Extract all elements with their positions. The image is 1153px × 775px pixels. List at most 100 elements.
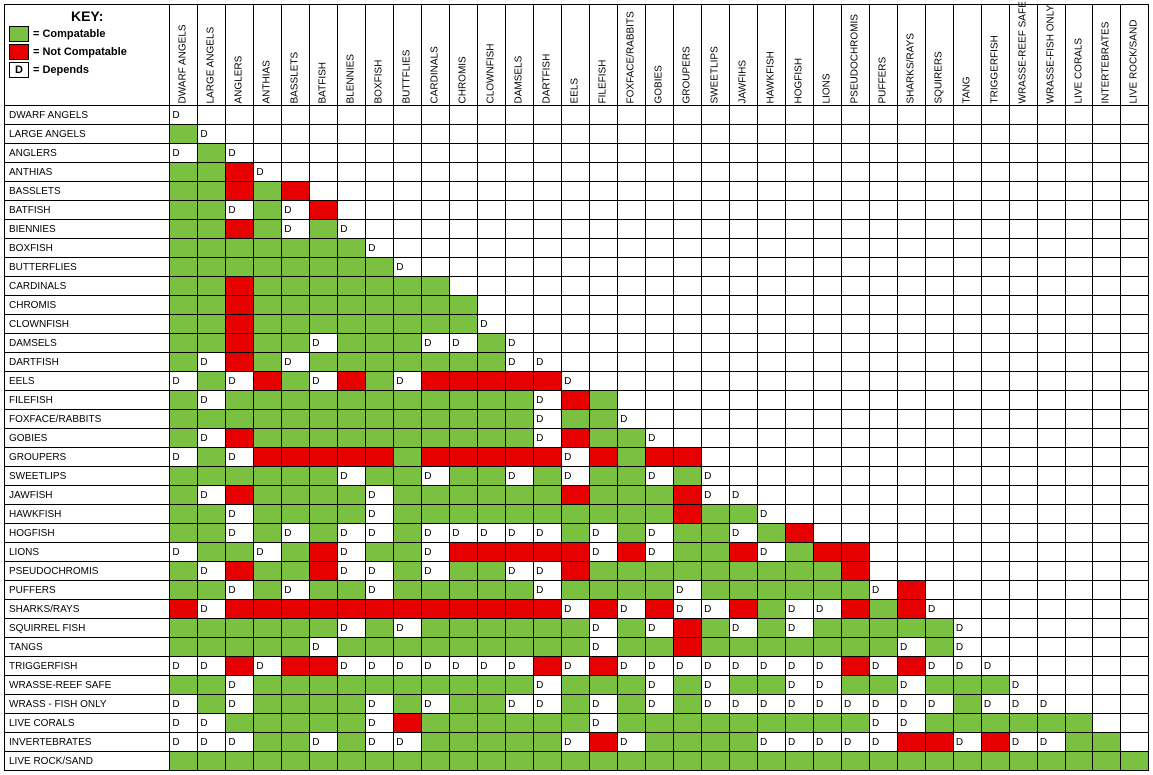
compat-cell	[310, 448, 338, 467]
compat-cell	[869, 258, 897, 277]
compat-cell	[925, 182, 953, 201]
compat-cell	[254, 448, 282, 467]
compat-cell	[618, 144, 646, 163]
compat-cell	[506, 106, 534, 125]
compat-cell	[226, 315, 254, 334]
compat-cell	[786, 505, 814, 524]
compat-cell	[338, 714, 366, 733]
compat-cell	[478, 543, 506, 562]
compat-cell	[674, 752, 702, 771]
compat-cell	[981, 163, 1009, 182]
compat-cell: D	[1009, 676, 1037, 695]
compat-cell	[1037, 676, 1065, 695]
col-header-label: CHROMIS	[458, 4, 469, 104]
compat-cell	[450, 733, 478, 752]
compat-cell	[478, 106, 506, 125]
compat-cell	[869, 163, 897, 182]
compat-cell	[226, 258, 254, 277]
compat-cell	[758, 163, 786, 182]
compat-cell	[841, 524, 869, 543]
compat-cell	[478, 144, 506, 163]
compat-cell	[702, 638, 730, 657]
compat-cell: D	[366, 695, 394, 714]
compat-cell	[310, 657, 338, 676]
compat-cell: D	[506, 657, 534, 676]
compat-cell: D	[702, 695, 730, 714]
compat-cell	[198, 676, 226, 695]
compat-cell	[758, 429, 786, 448]
compat-cell	[786, 353, 814, 372]
compat-cell	[897, 239, 925, 258]
compat-cell: D	[198, 486, 226, 505]
compat-cell: D	[534, 562, 562, 581]
compat-cell	[254, 505, 282, 524]
compat-cell: D	[646, 467, 674, 486]
compat-cell	[170, 315, 198, 334]
col-header: BUTTFLIES	[394, 5, 422, 106]
compat-cell: D	[646, 429, 674, 448]
compat-cell	[478, 467, 506, 486]
compat-cell	[394, 714, 422, 733]
compat-cell	[422, 676, 450, 695]
compat-cell	[422, 106, 450, 125]
compat-cell	[702, 258, 730, 277]
compat-cell	[506, 581, 534, 600]
col-header: DAMSELS	[506, 5, 534, 106]
compat-cell	[702, 619, 730, 638]
compat-cell	[814, 505, 842, 524]
compat-cell	[1093, 144, 1121, 163]
col-header: FILEFISH	[590, 5, 618, 106]
compat-cell	[1037, 752, 1065, 771]
compat-cell: D	[170, 695, 198, 714]
key-depends-label: = Depends	[33, 64, 89, 76]
compat-cell	[478, 410, 506, 429]
swatch-depends: D	[9, 62, 29, 78]
compat-cell	[981, 505, 1009, 524]
compat-cell	[506, 201, 534, 220]
col-header-label: DWARF ANGELS	[178, 4, 189, 104]
compat-cell: D	[310, 372, 338, 391]
compat-cell: D	[310, 334, 338, 353]
compat-cell	[254, 524, 282, 543]
compat-cell	[981, 106, 1009, 125]
compat-cell	[1121, 372, 1149, 391]
compat-cell	[366, 258, 394, 277]
row-header: CHROMIS	[5, 296, 170, 315]
compat-cell	[897, 581, 925, 600]
compat-cell	[814, 581, 842, 600]
compat-cell	[254, 676, 282, 695]
compat-cell	[869, 372, 897, 391]
compat-cell	[758, 277, 786, 296]
compat-cell	[1121, 524, 1149, 543]
compat-cell: D	[562, 600, 590, 619]
compat-cell	[1121, 676, 1149, 695]
compat-cell: D	[366, 486, 394, 505]
compat-cell	[897, 182, 925, 201]
compat-cell	[674, 695, 702, 714]
compat-cell	[897, 657, 925, 676]
col-header: LIVE CORALS	[1065, 5, 1093, 106]
compat-cell	[1037, 562, 1065, 581]
compat-cell	[282, 733, 310, 752]
compat-cell	[534, 334, 562, 353]
compat-cell	[702, 315, 730, 334]
compat-cell	[590, 391, 618, 410]
compat-cell	[506, 429, 534, 448]
compat-cell	[506, 220, 534, 239]
compat-cell	[814, 296, 842, 315]
compat-cell	[814, 562, 842, 581]
compat-cell	[1093, 410, 1121, 429]
compat-cell	[981, 448, 1009, 467]
compat-cell	[702, 296, 730, 315]
compat-cell	[702, 163, 730, 182]
compat-cell	[1065, 638, 1093, 657]
compat-cell	[674, 277, 702, 296]
compat-cell: D	[590, 638, 618, 657]
compat-cell: D	[841, 695, 869, 714]
compat-cell	[646, 353, 674, 372]
compat-cell: D	[366, 505, 394, 524]
compat-cell	[254, 410, 282, 429]
compat-cell	[254, 562, 282, 581]
compat-cell	[198, 277, 226, 296]
compat-cell	[1037, 714, 1065, 733]
